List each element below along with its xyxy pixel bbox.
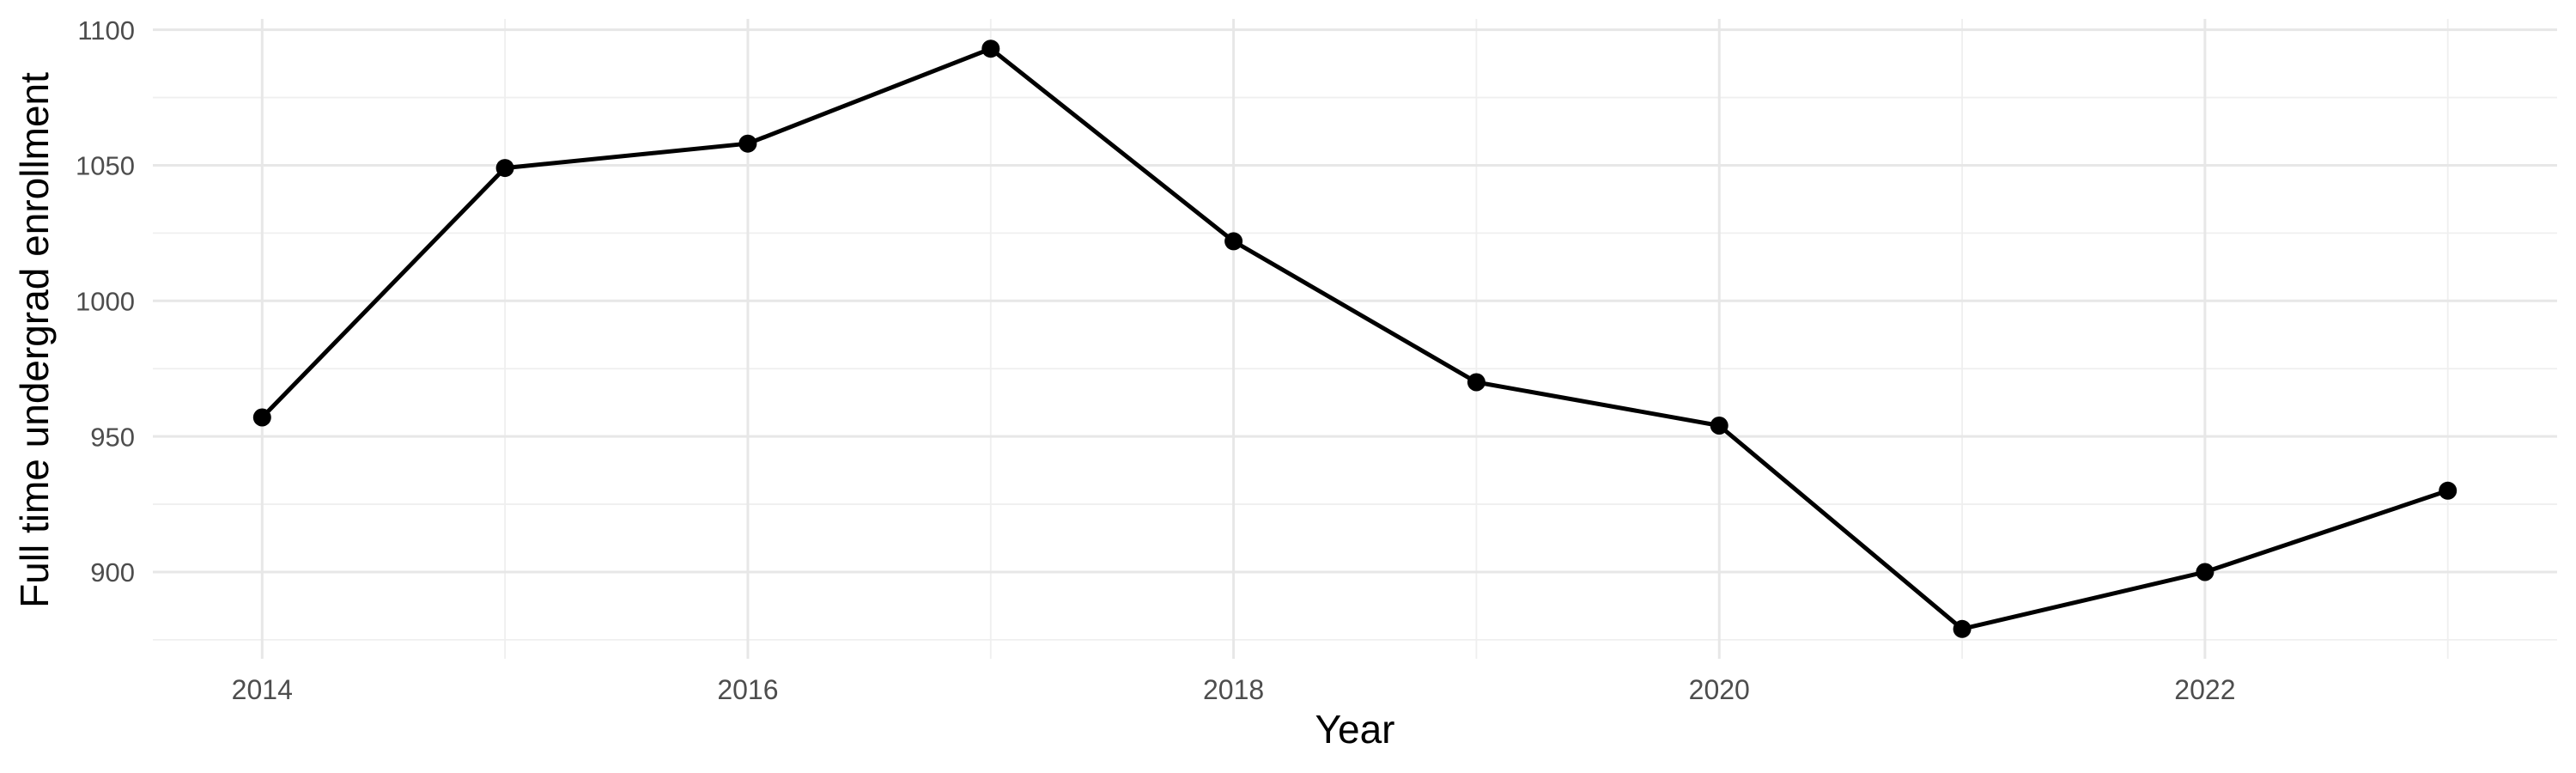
- gridlines-minor: [153, 19, 2557, 659]
- data-point-2017: [981, 40, 1000, 58]
- x-tick-label-2014: 2014: [232, 674, 293, 705]
- data-point-2020: [1710, 417, 1728, 435]
- x-tick-label-2018: 2018: [1203, 674, 1264, 705]
- y-tick-label-900: 900: [90, 557, 135, 587]
- data-point-2022: [2196, 563, 2215, 581]
- x-tick-label-2022: 2022: [2174, 674, 2235, 705]
- y-tick-label-950: 950: [90, 422, 135, 452]
- x-tick-label-2016: 2016: [717, 674, 778, 705]
- data-point-2016: [738, 134, 757, 153]
- x-tick-label-2020: 2020: [1689, 674, 1750, 705]
- y-tick-labels: 900 950 1000 1050 1100: [76, 15, 135, 587]
- data-point-2019: [1467, 373, 1485, 392]
- x-axis-title: Year: [1315, 707, 1395, 752]
- data-point-2021: [1953, 619, 1971, 638]
- enrollment-series-line: [259, 46, 2451, 631]
- x-tick-labels: 2014 2016 2018 2020 2022: [232, 674, 2236, 705]
- y-tick-label-1050: 1050: [76, 151, 135, 181]
- gridlines-major: [153, 19, 2557, 659]
- data-points: [252, 40, 2458, 638]
- data-point-2015: [495, 159, 514, 178]
- y-tick-label-1000: 1000: [76, 286, 135, 316]
- data-point-2018: [1224, 232, 1243, 251]
- y-tick-label-1100: 1100: [77, 15, 135, 46]
- data-point-2023: [2439, 481, 2458, 500]
- data-point-2014: [252, 408, 271, 427]
- y-axis-title: Full time undergrad enrollment: [12, 72, 57, 608]
